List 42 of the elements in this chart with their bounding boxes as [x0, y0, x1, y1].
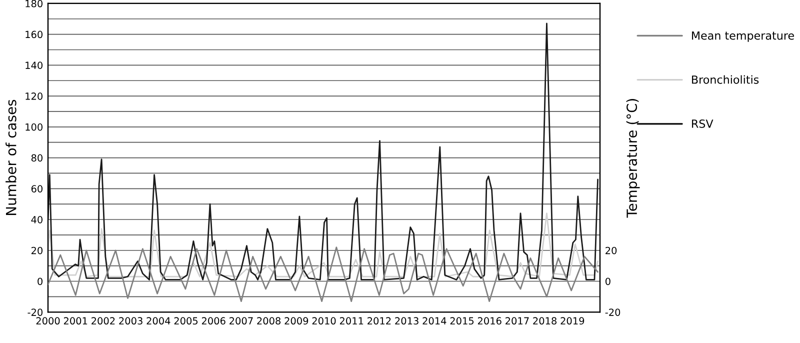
x-tick-label: 2008 — [257, 317, 281, 325]
x-tick-label: 2001 — [64, 317, 88, 325]
y2-tick-label: -20 — [605, 308, 620, 316]
x-tick-label: 2005 — [174, 317, 198, 325]
y2-tick-label: 20 — [606, 246, 617, 254]
y-tick-label: 20 — [31, 246, 42, 254]
y-tick-label: 0 — [38, 278, 42, 286]
x-tick-label: 2014 — [422, 317, 446, 325]
x-tick-label: 2009 — [284, 317, 308, 325]
y-tick-label: 120 — [26, 92, 42, 100]
x-tick-label: 2006 — [202, 317, 226, 325]
x-tick-label: 2004 — [146, 317, 170, 325]
y-tick-label: 60 — [31, 185, 42, 192]
x-tick-label: 2007 — [230, 317, 253, 325]
line-series — [48, 212, 598, 278]
y-tick-label: 80 — [31, 154, 42, 162]
x-tick-label: 2002 — [92, 317, 115, 325]
y-axis-title: Number of cases — [6, 100, 16, 216]
x-tick-label: 2018 — [533, 317, 557, 325]
y2-tick-label: 0 — [606, 278, 610, 286]
line-series — [48, 246, 598, 302]
x-tick-label: 2015 — [450, 317, 474, 325]
legend-label: RSV — [692, 120, 714, 128]
legend-label: Mean temperature — [692, 31, 794, 42]
y-tick-label: -20 — [28, 308, 42, 316]
x-tick-label: 2011 — [340, 317, 364, 325]
x-tick-label: 2012 — [368, 317, 391, 325]
y-tick-label: 100 — [26, 123, 42, 131]
y-tick-label: 140 — [26, 62, 42, 69]
y2-axis-title: Temperature (°C) — [626, 99, 640, 218]
x-tick-label: 2000 — [36, 317, 60, 325]
line-series — [48, 22, 598, 280]
legend-label: Bronchiolitis — [692, 75, 759, 84]
y-tick-label: 40 — [31, 216, 42, 224]
x-tick-label: 2003 — [119, 317, 142, 325]
x-tick-label: 2016 — [478, 317, 502, 325]
x-tick-label: 2017 — [506, 317, 529, 325]
x-tick-label: 2013 — [395, 317, 418, 325]
x-tick-label: 2010 — [312, 317, 336, 325]
y-tick-label: 180 — [26, 0, 42, 8]
y-tick-label: 160 — [26, 30, 42, 38]
x-tick-label: 2019 — [560, 317, 584, 325]
